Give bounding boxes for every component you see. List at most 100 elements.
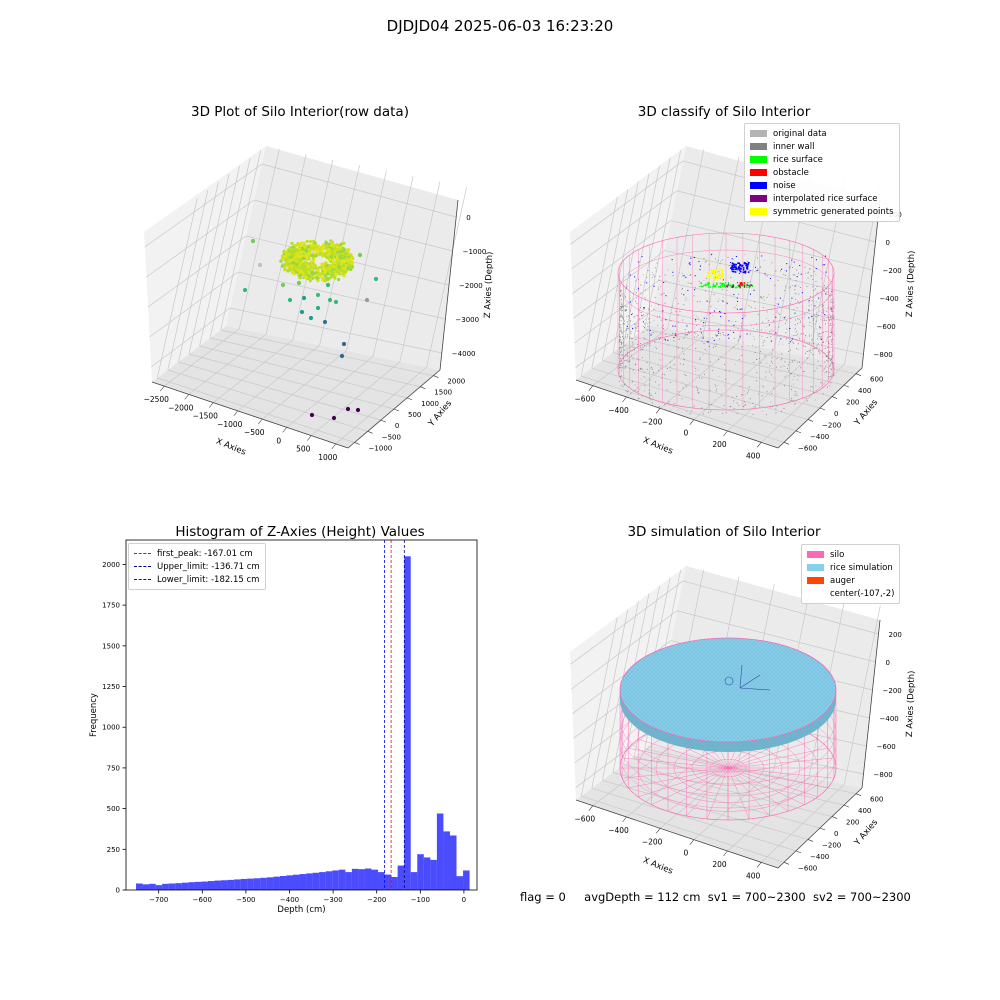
interpolated-point [727, 285, 729, 287]
wall-point [756, 380, 758, 382]
histogram-bar [247, 878, 254, 890]
symmetric-point [720, 275, 723, 278]
wall-point [631, 381, 633, 383]
wall-point [722, 289, 724, 291]
rice-point [724, 286, 727, 288]
wall-point [794, 359, 796, 361]
wall-point [670, 409, 672, 411]
wall-point [830, 368, 832, 370]
rice-point [747, 282, 749, 284]
silo-spoke [638, 767, 729, 798]
wall-point [635, 315, 637, 316]
wall-point [619, 362, 621, 364]
data-point [332, 260, 336, 265]
wall-point [832, 311, 834, 313]
wall-point [801, 317, 803, 319]
wall-point [830, 308, 832, 310]
noise-point [789, 341, 791, 343]
wall-point [815, 281, 817, 282]
wall-point [827, 355, 829, 357]
outlier-point [315, 292, 321, 298]
wall-point [619, 340, 621, 342]
wall-point [683, 364, 684, 366]
z-tick-label: 200 [889, 631, 902, 639]
grid-line [612, 772, 821, 829]
outlier-point [315, 305, 321, 311]
histogram-bar [240, 878, 248, 890]
wall-point [741, 354, 743, 356]
noise-point [738, 268, 740, 270]
noise-point [714, 277, 716, 279]
wall-point [831, 310, 833, 312]
rice-point [714, 286, 716, 288]
data-point [339, 242, 343, 246]
wall-point [664, 302, 666, 304]
wall-point [749, 281, 751, 283]
x-tick-label: −100 [411, 896, 430, 904]
wall-point [772, 405, 773, 407]
x-tick [655, 828, 661, 834]
legend-label: first_peak: -167.01 cm [157, 548, 253, 559]
wall-point [642, 317, 644, 319]
wall-point [804, 314, 806, 315]
wall-point [717, 300, 719, 302]
wall-point [803, 325, 805, 327]
wall-point [618, 380, 620, 382]
rice-point [705, 284, 707, 287]
obstacle-point [741, 284, 743, 286]
wall-point [752, 328, 754, 329]
interpolated-point [747, 284, 749, 286]
wall-point [626, 321, 628, 323]
noise-point [643, 307, 645, 309]
data-point [327, 266, 332, 271]
noise-point [683, 294, 685, 296]
legend-entry: silo [807, 548, 894, 561]
wall-point [695, 348, 697, 350]
x-axis-title: X Axies [214, 437, 247, 458]
wall-point [622, 303, 624, 305]
noise-point [713, 339, 715, 341]
wall-point [625, 365, 627, 367]
noise-point [733, 263, 736, 266]
wall-point [719, 324, 721, 326]
wall-point [809, 268, 811, 270]
wall-point [804, 334, 806, 336]
wall-point [736, 396, 738, 397]
y-tick-label: 750 [107, 764, 120, 772]
data-point [293, 251, 297, 255]
interpolated-point [732, 285, 734, 287]
wall-point [721, 259, 723, 261]
histogram-bar [364, 868, 372, 890]
noise-point [737, 282, 739, 284]
grid-line [644, 748, 857, 795]
noise-point [716, 334, 718, 336]
wall-point [762, 345, 764, 347]
noise-point [764, 273, 766, 275]
wall-point [826, 299, 828, 301]
noise-point [791, 259, 793, 261]
x-tick-label: −600 [575, 815, 596, 824]
x-tick [258, 418, 263, 425]
outlier-point [341, 341, 347, 347]
grid-line [633, 157, 671, 337]
x-tick-label: −200 [642, 837, 663, 846]
wall-point [794, 324, 796, 326]
noise-point [822, 264, 824, 266]
data-point [312, 246, 316, 250]
wall-point [815, 390, 817, 391]
obstacle-point [739, 282, 741, 284]
wall-point [652, 397, 654, 399]
wall-point [647, 326, 649, 327]
wall-point [624, 349, 626, 351]
wall-point [633, 316, 635, 318]
wall-point [823, 319, 825, 321]
wall-point [715, 385, 716, 387]
wall-point [830, 294, 832, 296]
x-tick [689, 419, 695, 425]
symmetric-point [721, 276, 724, 279]
outlier-point [250, 238, 256, 244]
wall-point [621, 309, 623, 311]
grid-line [147, 235, 247, 308]
wall-point [719, 338, 721, 340]
y-tick-label: 0 [834, 410, 838, 418]
